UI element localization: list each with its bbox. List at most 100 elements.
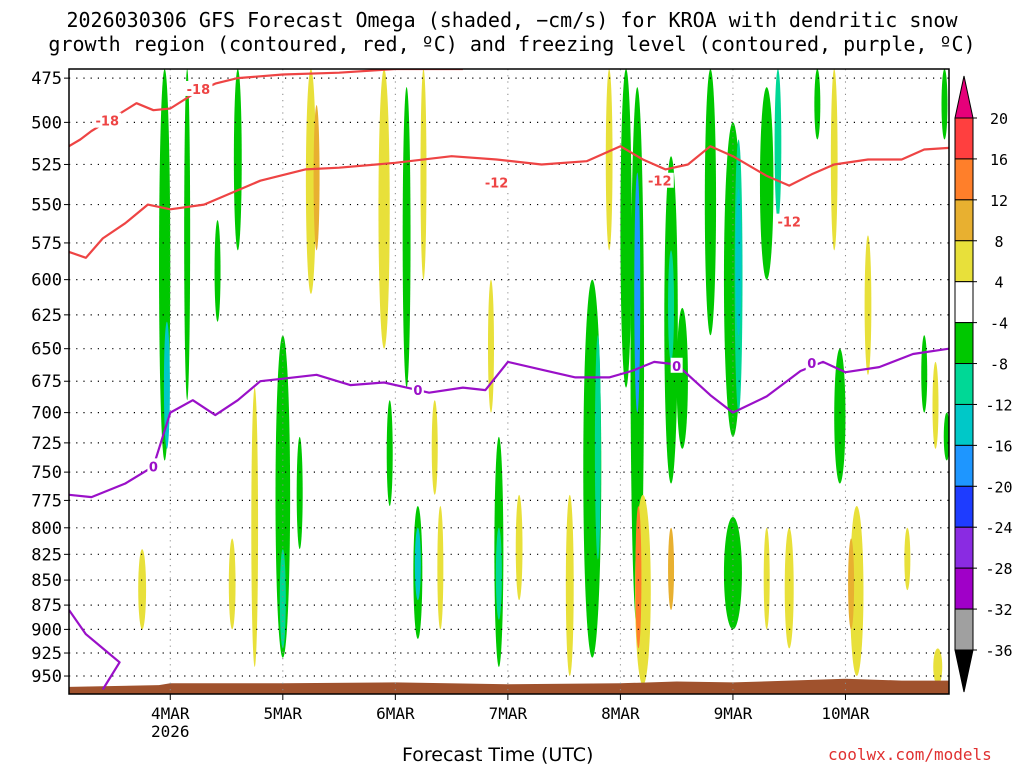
contour-red-label: -12 xyxy=(485,176,509,191)
omega-blob-6 xyxy=(313,104,320,251)
omega-blob-10 xyxy=(275,335,291,658)
colorbar-bin xyxy=(954,526,974,569)
contour-red-label-bg xyxy=(775,213,804,229)
omega-blob-46 xyxy=(784,527,794,649)
omega-blob-54 xyxy=(921,335,928,413)
omega-blob-12 xyxy=(296,436,303,550)
colorbar-bottom-arrow xyxy=(954,649,974,693)
y-tick-label: 900 xyxy=(31,620,62,640)
omega-blob-33 xyxy=(635,505,642,649)
contour-red xyxy=(69,145,949,259)
contour-purple xyxy=(69,347,949,499)
omega-blob-21 xyxy=(487,279,494,413)
y-tick-label: 750 xyxy=(31,463,62,483)
omega-blob-38 xyxy=(704,69,717,336)
omega-blob-53 xyxy=(904,527,911,591)
omega-blob-36 xyxy=(668,250,675,362)
colorbar-label: 12 xyxy=(990,192,1008,210)
y-tick-label: 925 xyxy=(31,644,62,664)
y-tick-label: 600 xyxy=(31,271,62,291)
x-tick-label: 7MAR xyxy=(489,704,528,723)
colorbar-label: -8 xyxy=(990,356,1008,374)
colorbar-bin xyxy=(954,608,974,651)
x-tick-label: 10MAR xyxy=(821,704,870,723)
omega-blob-50 xyxy=(849,505,864,677)
y-tick-label: 950 xyxy=(31,667,62,687)
colorbar-label: -36 xyxy=(985,642,1012,660)
y-tick-label: 825 xyxy=(31,545,62,565)
terrain-area xyxy=(69,678,949,694)
contour-red-label: -12 xyxy=(648,175,672,190)
contour-red-label-bg xyxy=(482,174,511,190)
omega-blob-29 xyxy=(620,69,632,388)
chart-title-line2: growth region (contoured, red, ºC) and f… xyxy=(48,32,976,56)
contour-purple-label-bg xyxy=(147,458,160,474)
omega-blob-25 xyxy=(565,494,574,677)
contour-red-label-bg xyxy=(184,80,213,96)
omega-blob-42 xyxy=(759,87,774,280)
omega-blob-7 xyxy=(251,387,259,667)
omega-blob-44 xyxy=(723,516,742,630)
omega-blob-9 xyxy=(138,549,147,630)
y-tick-label: 800 xyxy=(31,519,62,539)
colorbar-label: 20 xyxy=(990,110,1008,128)
omega-blob-4 xyxy=(214,220,221,322)
omega-blob-17 xyxy=(386,400,393,506)
colorbar-bin xyxy=(954,485,974,528)
omega-blob-57 xyxy=(941,69,948,140)
colorbar-bin xyxy=(954,117,974,160)
contour-purple-label-bg xyxy=(805,355,818,371)
omega-blob-3 xyxy=(233,69,242,251)
omega-blob-11 xyxy=(279,549,286,649)
colorbar-label: -24 xyxy=(985,519,1012,537)
colorbar-label: 4 xyxy=(994,274,1003,292)
colorbar-bin xyxy=(954,240,974,283)
contour-red-label: -18 xyxy=(187,83,211,98)
y-tick-label: 675 xyxy=(31,372,62,392)
omega-blob-45 xyxy=(763,527,770,630)
x-tick-sublabel: 2026 xyxy=(151,722,190,741)
colorbar-bin xyxy=(954,363,974,405)
contour-purple-label-bg xyxy=(411,382,424,398)
colorbar-label: -28 xyxy=(985,560,1012,578)
omega-blob-16 xyxy=(431,400,438,495)
omega-blob-20 xyxy=(437,505,444,630)
colorbar-label: 16 xyxy=(990,151,1008,169)
omega-blob-41 xyxy=(735,188,742,336)
colorbar-bin xyxy=(954,403,974,446)
x-axis-label: Forecast Time (UTC) xyxy=(402,744,594,766)
omega-blob-49 xyxy=(834,348,846,484)
x-tick-label: 5MAR xyxy=(264,704,303,723)
omega-blob-56 xyxy=(933,648,943,686)
y-tick-label: 575 xyxy=(31,234,62,254)
colorbar-label: -20 xyxy=(985,478,1012,496)
omega-blob-14 xyxy=(402,87,411,388)
omega-blob-55 xyxy=(932,361,939,449)
contour-red-label-bg xyxy=(645,172,674,188)
colorbar-top-arrow xyxy=(954,75,974,119)
omega-blob-43 xyxy=(774,69,782,221)
y-tick-label: 725 xyxy=(31,434,62,454)
omega-blob-37 xyxy=(676,307,688,449)
colorbar-label: -4 xyxy=(990,315,1008,333)
y-tick-label: 850 xyxy=(31,571,62,591)
omega-blob-31 xyxy=(634,172,641,413)
y-tick-label: 475 xyxy=(31,69,62,89)
contour-red xyxy=(69,69,463,148)
omega-blob-8 xyxy=(228,538,236,630)
chart-title-line1: 2026030306 GFS Forecast Omega (shaded, −… xyxy=(66,8,958,32)
y-tick-label: 775 xyxy=(31,491,62,511)
omega-blob-2 xyxy=(184,69,191,401)
y-tick-label: 875 xyxy=(31,596,62,616)
x-tick-label: 8MAR xyxy=(601,704,640,723)
x-tick-label: 6MAR xyxy=(376,704,415,723)
colorbar-label: -12 xyxy=(985,396,1012,414)
y-tick-label: 650 xyxy=(31,340,62,360)
y-tick-label: 500 xyxy=(31,113,62,133)
omega-blob-28 xyxy=(605,69,613,251)
colorbar-bin xyxy=(954,444,974,487)
omega-blob-58 xyxy=(943,412,949,461)
omega-blob-51 xyxy=(848,538,855,630)
omega-blob-5 xyxy=(305,69,317,294)
